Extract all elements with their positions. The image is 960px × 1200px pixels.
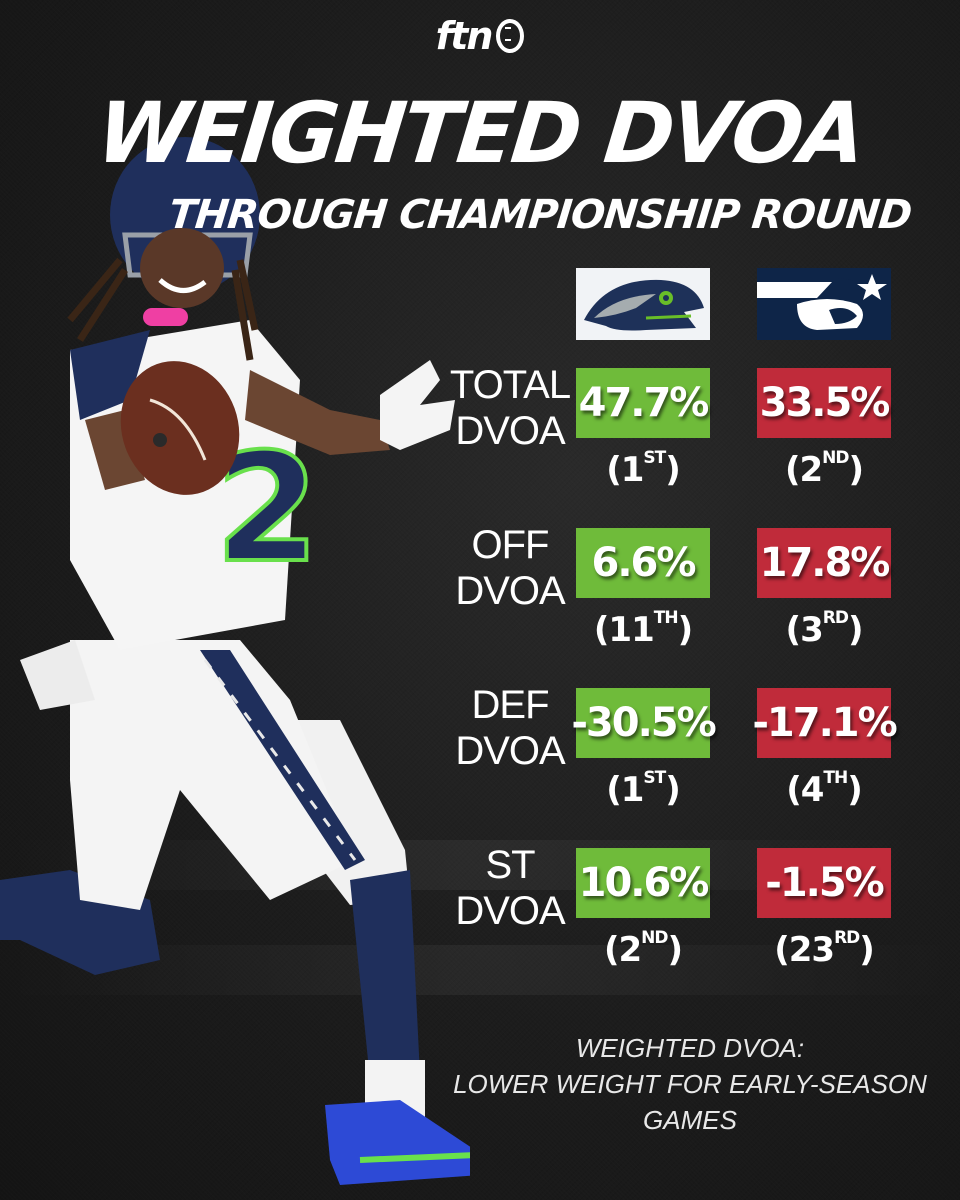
row-label-line1: ST bbox=[485, 843, 535, 887]
patriots-value-badge: 17.8% bbox=[757, 528, 891, 598]
seahawks-rank: (2ND) bbox=[603, 928, 683, 970]
rank-number: 2 bbox=[618, 930, 642, 970]
row-label-line1: TOTAL bbox=[449, 363, 571, 407]
row-label-line2: DVOA bbox=[455, 569, 565, 613]
patriots-rank: (3RD) bbox=[785, 608, 864, 650]
background-stripe bbox=[0, 945, 960, 995]
row-label: OFF DVOA bbox=[445, 522, 575, 614]
rank-suffix: RD bbox=[834, 928, 860, 948]
rank-number: 4 bbox=[800, 770, 825, 810]
seahawks-rank: (1ST) bbox=[606, 448, 681, 490]
rank-number: 1 bbox=[620, 770, 645, 810]
row-label-line1: DEF bbox=[471, 683, 550, 727]
seahawks-value-badge: 47.7% bbox=[576, 368, 710, 438]
football-icon bbox=[496, 19, 525, 53]
rank-suffix: TH bbox=[823, 768, 848, 788]
patriots-rank: (4TH) bbox=[786, 768, 863, 810]
row-label-line1: OFF bbox=[471, 523, 550, 567]
row-label-line2: DVOA bbox=[455, 729, 565, 773]
patriots-value-badge: 33.5% bbox=[757, 368, 891, 438]
rank-suffix: ND bbox=[641, 928, 668, 948]
rank-number: 11 bbox=[608, 610, 654, 650]
row-label-line2: DVOA bbox=[455, 409, 565, 453]
rank-number: 1 bbox=[620, 450, 645, 490]
player-photo-icon: 2 bbox=[0, 137, 470, 1185]
row-label: TOTAL DVOA bbox=[445, 362, 575, 454]
footnote: WEIGHTED DVOA: LOWER WEIGHT FOR EARLY-SE… bbox=[430, 1030, 950, 1138]
rank-suffix: ST bbox=[643, 448, 666, 468]
page-subtitle: THROUGH CHAMPIONSHIP ROUND bbox=[166, 192, 914, 238]
ftn-logo-text: ftn bbox=[435, 14, 494, 58]
rank-number: 2 bbox=[799, 450, 823, 490]
seahawks-rank: (1ST) bbox=[606, 768, 681, 810]
row-label-line2: DVOA bbox=[455, 889, 565, 933]
page-title: WEIGHTED DVOA bbox=[92, 84, 868, 182]
seahawks-rank: (11TH) bbox=[593, 608, 693, 650]
rank-suffix: RD bbox=[822, 608, 849, 628]
rank-number: 23 bbox=[788, 930, 835, 970]
patriots-value-badge: -1.5% bbox=[757, 848, 891, 918]
seahawks-value-badge: -30.5% bbox=[571, 688, 717, 758]
row-label: DEF DVOA bbox=[445, 682, 575, 774]
seahawks-value-badge: 10.6% bbox=[576, 848, 710, 918]
row-label: ST DVOA bbox=[445, 842, 575, 934]
rank-suffix: ST bbox=[643, 768, 666, 788]
rank-suffix: ND bbox=[822, 448, 849, 468]
footnote-line2: LOWER WEIGHT FOR EARLY-SEASON GAMES bbox=[453, 1069, 927, 1135]
rank-suffix: TH bbox=[653, 608, 679, 628]
footnote-line1: WEIGHTED DVOA: bbox=[575, 1033, 805, 1063]
patriots-value-badge: -17.1% bbox=[752, 688, 898, 758]
patriots-logo-icon bbox=[757, 268, 891, 340]
seahawks-value-badge: 6.6% bbox=[576, 528, 710, 598]
patriots-rank: (23RD) bbox=[774, 928, 875, 970]
seahawks-logo-icon bbox=[576, 268, 710, 340]
patriots-rank: (2ND) bbox=[784, 448, 864, 490]
rank-number: 3 bbox=[800, 610, 824, 650]
ftn-logo: ftn bbox=[0, 14, 960, 58]
